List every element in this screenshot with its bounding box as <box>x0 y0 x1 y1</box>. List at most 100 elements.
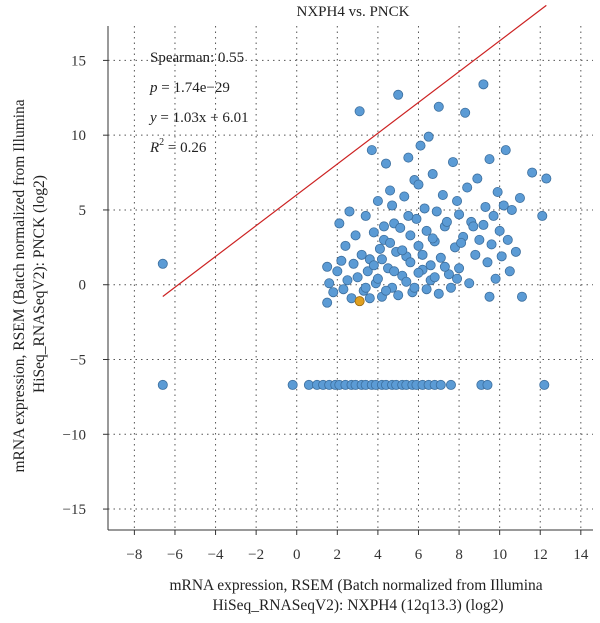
data-point <box>342 275 353 286</box>
data-point <box>514 192 525 203</box>
data-point <box>389 266 400 277</box>
data-point <box>425 260 436 271</box>
data-point <box>417 249 428 260</box>
data-point <box>360 210 371 221</box>
r-squared-annotation: R2 = 0.26 <box>149 137 207 156</box>
data-point <box>332 266 343 277</box>
data-point <box>401 276 412 287</box>
data-point <box>445 282 456 293</box>
x-tick-label: 10 <box>492 547 507 563</box>
data-point <box>413 267 424 278</box>
y-tick-label: 10 <box>71 128 86 144</box>
data-point <box>362 266 373 277</box>
data-point <box>322 261 333 272</box>
data-point <box>484 154 495 165</box>
data-point <box>360 282 371 293</box>
data-point <box>492 187 503 198</box>
data-point <box>423 131 434 142</box>
data-point <box>506 204 517 215</box>
data-point <box>537 210 548 221</box>
regression-layer <box>162 4 547 297</box>
data-point <box>470 249 481 260</box>
data-point <box>338 284 349 295</box>
p-value-annotation: p = 1.74e−29 <box>149 80 230 96</box>
data-point <box>527 167 538 178</box>
data-point <box>435 252 446 263</box>
y-axis-title-line-1: mRNA expression, RSEM (Batch normalized … <box>11 99 28 472</box>
equation-annotation: y = 1.03x + 6.01 <box>148 110 249 126</box>
y-axis-title-line-2: HiSeq_RNASeqV2): PNCK (log2) <box>31 175 48 393</box>
data-point <box>322 297 333 308</box>
data-point <box>464 278 475 289</box>
data-point <box>452 273 463 284</box>
data-point <box>372 195 383 206</box>
x-axis-title-line-2: HiSeq_RNASeqV2): NXPH4 (12q13.3) (log2) <box>212 597 503 614</box>
data-point <box>336 255 347 266</box>
x-tick-label: 2 <box>334 547 342 563</box>
data-point <box>348 258 359 269</box>
data-point <box>397 245 408 256</box>
data-point <box>385 237 396 248</box>
data-point <box>387 200 398 211</box>
stats-annotation: Spearman: 0.55 p = 1.74e−29 y = 1.03x + … <box>148 50 249 156</box>
data-point <box>409 282 420 293</box>
data-point <box>437 189 448 200</box>
data-point <box>427 233 438 244</box>
data-point <box>368 260 379 271</box>
data-point <box>462 182 473 193</box>
data-point <box>472 173 483 184</box>
x-tick-label: −6 <box>167 547 183 563</box>
data-point <box>478 219 489 230</box>
data-point <box>413 179 424 190</box>
data-point <box>421 225 432 236</box>
y-tick-label: −10 <box>63 427 86 443</box>
data-point <box>356 249 367 260</box>
data-point <box>460 107 471 118</box>
data-point <box>368 227 379 238</box>
data-point <box>374 243 385 254</box>
data-point <box>439 261 450 272</box>
data-point <box>403 210 414 221</box>
data-point <box>354 106 365 117</box>
data-point <box>500 145 511 156</box>
data-point <box>381 285 392 296</box>
chart-title: NXPH4 vs. PNCK <box>297 4 410 20</box>
data-point <box>435 379 446 390</box>
data-point <box>405 257 416 268</box>
data-point <box>539 379 550 390</box>
data-point <box>496 251 507 262</box>
data-point <box>482 257 493 268</box>
x-tick-label: 6 <box>415 547 423 563</box>
x-tick-label: −2 <box>248 547 264 563</box>
data-point <box>433 288 444 299</box>
highlighted-data-point <box>354 296 365 307</box>
data-point <box>157 258 168 269</box>
data-point <box>393 89 404 100</box>
data-point <box>376 254 387 265</box>
data-point <box>324 278 335 289</box>
data-point <box>541 173 552 184</box>
data-point <box>433 101 444 112</box>
data-point <box>474 234 485 245</box>
data-point <box>403 152 414 163</box>
y-tick-label: 0 <box>79 278 87 294</box>
data-point <box>366 145 377 156</box>
data-point <box>494 225 505 236</box>
y-axis-title: mRNA expression, RSEM (Batch normalized … <box>11 95 48 472</box>
data-point <box>456 237 467 248</box>
data-point <box>484 291 495 302</box>
data-point <box>328 287 339 298</box>
x-tick-label: 12 <box>533 547 548 563</box>
data-point <box>364 293 375 304</box>
data-point <box>157 379 168 390</box>
data-point <box>478 79 489 90</box>
regression-line <box>162 4 547 297</box>
x-axis-title-line-1: mRNA expression, RSEM (Batch normalized … <box>169 577 542 594</box>
data-point <box>334 218 345 229</box>
data-point <box>405 230 416 241</box>
y-tick-label: −15 <box>63 502 86 518</box>
spearman-annotation: Spearman: 0.55 <box>150 50 244 66</box>
data-point <box>381 158 392 169</box>
y-tick-label: 5 <box>79 203 87 219</box>
